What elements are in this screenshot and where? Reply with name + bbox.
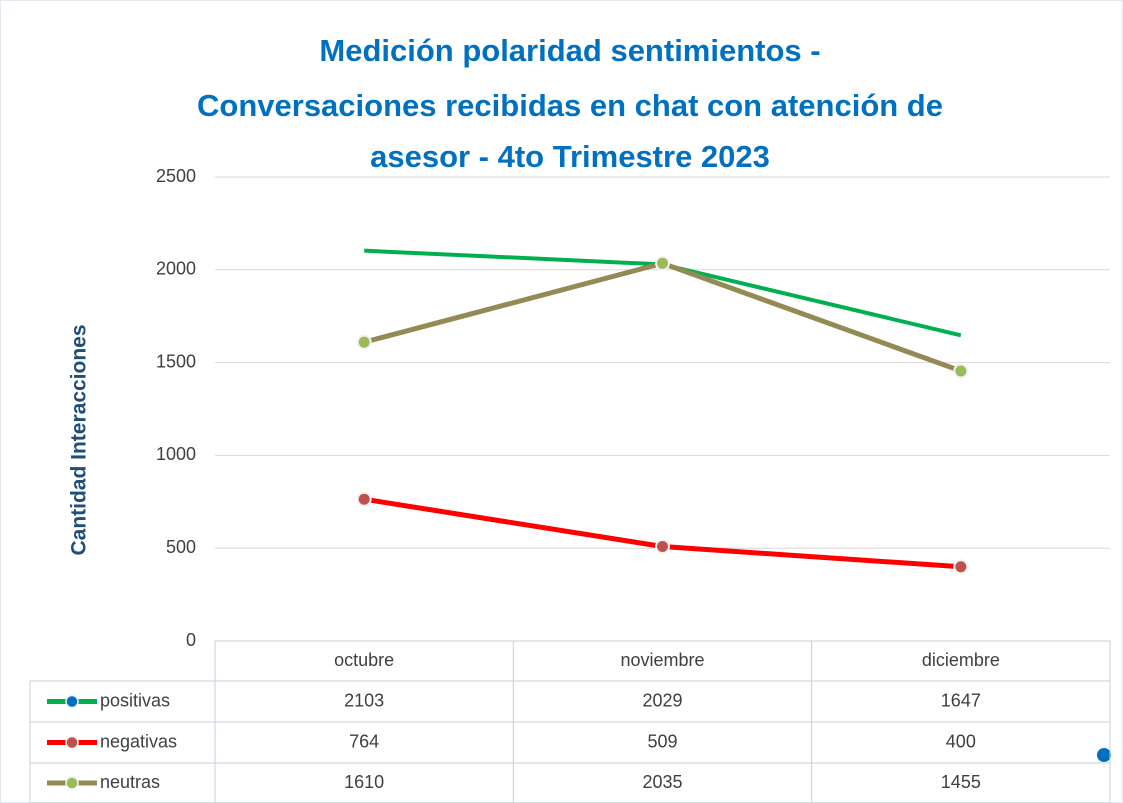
chart-title: Conversaciones recibidas en chat con ate… <box>197 88 943 123</box>
x-tick-label: noviembre <box>620 650 704 670</box>
y-tick-label: 1000 <box>156 444 196 464</box>
y-tick-label: 500 <box>166 537 196 557</box>
table-value: 1647 <box>941 690 981 710</box>
table-value: 1455 <box>941 772 981 792</box>
y-axis-label: Cantidad Interacciones <box>68 324 91 555</box>
table-value: 764 <box>349 731 379 751</box>
x-tick-label: diciembre <box>922 650 1000 670</box>
table-value: 2103 <box>344 690 384 710</box>
legend-label: positivas <box>100 690 170 710</box>
legend-label: neutras <box>100 772 160 792</box>
y-tick-label: 2000 <box>156 259 196 279</box>
series-marker <box>953 363 969 379</box>
series-marker <box>356 491 372 507</box>
legend-label: negativas <box>100 731 177 751</box>
table-value: 1610 <box>344 772 384 792</box>
series-marker <box>655 539 670 555</box>
legend-key-marker <box>65 735 79 750</box>
y-tick-label: 2500 <box>156 166 196 186</box>
series-marker <box>953 559 969 575</box>
x-tick-label: octubre <box>334 650 394 670</box>
y-tick-label: 0 <box>186 630 196 650</box>
chart-title: asesor - 4to Trimestre 2023 <box>370 139 770 174</box>
table-value: 400 <box>946 731 976 751</box>
series-marker <box>356 334 372 350</box>
table-value: 509 <box>647 731 677 751</box>
decoration-dot <box>1097 748 1111 762</box>
table-value: 2035 <box>642 772 682 792</box>
chart-title: Medición polaridad sentimientos - <box>319 33 820 68</box>
legend-key-marker <box>65 776 79 790</box>
table-value: 2029 <box>642 690 682 710</box>
legend-key-marker <box>65 694 79 709</box>
y-tick-label: 1500 <box>156 351 196 371</box>
series-marker <box>655 255 670 271</box>
